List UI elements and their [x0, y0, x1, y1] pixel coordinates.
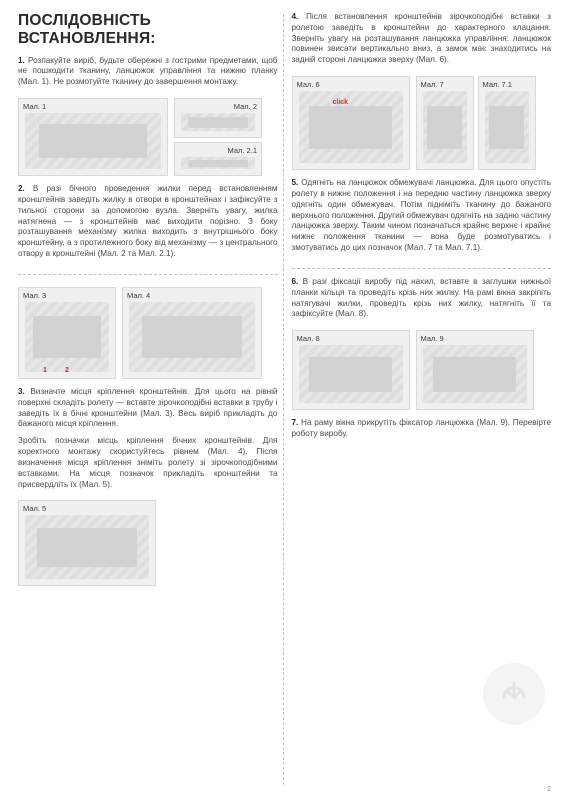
- figure-9: Мал. 9: [416, 330, 534, 410]
- step-1-text: Розпакуйте виріб, будьте обережні з гост…: [18, 56, 278, 87]
- figure-row-3: Мал. 5: [18, 500, 278, 586]
- figure-7-1-illus: [485, 91, 529, 163]
- figure-row-1: Мал. 1 Мал. 2 Мал. 2.1: [18, 98, 278, 176]
- download-arrow-icon: [499, 679, 529, 709]
- figure-2-illus: [181, 113, 255, 131]
- mark-2: 2: [65, 367, 69, 374]
- figure-3: Мал. 3 1 2: [18, 287, 116, 379]
- step-5-text: Одягніть на ланцюжок обмежувачі ланцюжка…: [292, 178, 552, 252]
- click-label: click: [333, 99, 349, 106]
- figure-8-label: Мал. 8: [297, 334, 320, 343]
- figure-1-label: Мал. 1: [23, 102, 46, 111]
- figure-5-label: Мал. 5: [23, 504, 46, 513]
- figure-7-1-label: Мал. 7.1: [483, 80, 512, 89]
- figure-4: Мал. 4: [122, 287, 262, 379]
- step-6-text: В разі фіксації виробу під нахил, вставт…: [292, 277, 552, 318]
- figure-row-2: Мал. 3 1 2 Мал. 4: [18, 287, 278, 379]
- step-1: 1. Розпакуйте виріб, будьте обережні з г…: [18, 56, 278, 88]
- mark-1: 1: [43, 367, 47, 374]
- figure-1-illus: [25, 113, 161, 169]
- figure-7-label: Мал. 7: [421, 80, 444, 89]
- figure-5: Мал. 5: [18, 500, 156, 586]
- figure-4-label: Мал. 4: [127, 291, 150, 300]
- figure-2-label: Мал. 2: [234, 102, 257, 111]
- figure-8: Мал. 8: [292, 330, 410, 410]
- left-column: ПОСЛІДОВНІСТЬ ВСТАНОВЛЕННЯ: 1. Розпакуйт…: [18, 12, 278, 789]
- figure-row-5: Мал. 8 Мал. 9: [292, 330, 552, 410]
- figure-3-label: Мал. 3: [23, 291, 46, 300]
- left-separator: [18, 274, 278, 275]
- figure-7-illus: [423, 91, 467, 163]
- step-3b: Зробіть позначки місць кріплення бічних …: [18, 436, 278, 490]
- figure-2-1-illus: [181, 157, 255, 169]
- figure-2-stack: Мал. 2 Мал. 2.1: [174, 98, 262, 176]
- page-number: 2: [547, 786, 551, 793]
- step-4: 4. Після встановлення кронштейнів зірочк…: [292, 12, 552, 66]
- page-title: ПОСЛІДОВНІСТЬ ВСТАНОВЛЕННЯ:: [18, 12, 278, 48]
- figure-7: Мал. 7: [416, 76, 474, 170]
- column-divider: [283, 14, 284, 785]
- step-2-text: В разі бічного проведення жилки перед вс…: [18, 184, 278, 258]
- figure-6-label: Мал. 6: [297, 80, 320, 89]
- figure-5-illus: [25, 515, 149, 579]
- step-3a-text: Визначте місця кріплення кронштейнів. Дл…: [18, 387, 278, 428]
- figure-9-illus: [423, 345, 527, 403]
- step-6: 6. В разі фіксації виробу під нахил, вст…: [292, 277, 552, 320]
- watermark-icon: [483, 663, 545, 725]
- figure-2-1: Мал. 2.1: [174, 142, 262, 176]
- figure-2-1-label: Мал. 2.1: [228, 146, 257, 155]
- step-3a: 3. Визначте місця кріплення кронштейнів.…: [18, 387, 278, 430]
- step-2: 2. В разі бічного проведення жилки перед…: [18, 184, 278, 260]
- step-3b-text: Зробіть позначки місць кріплення бічних …: [18, 436, 278, 488]
- step-7-text: На раму вікна прикрутіть фіксатор ланцюж…: [292, 418, 552, 438]
- figure-7-1: Мал. 7.1: [478, 76, 536, 170]
- figure-7-pair: Мал. 7 Мал. 7.1: [416, 76, 536, 170]
- figure-8-illus: [299, 345, 403, 403]
- right-separator: [292, 268, 552, 269]
- figure-6-illus: click: [299, 91, 403, 163]
- step-7: 7. На раму вікна прикрутіть фіксатор лан…: [292, 418, 552, 440]
- figure-4-illus: [129, 302, 255, 372]
- figure-3-illus: 1 2: [25, 302, 109, 372]
- step-4-text: Після встановлення кронштейнів зірочкопо…: [292, 12, 552, 64]
- figure-row-4: Мал. 6 click Мал. 7 Мал. 7.1: [292, 76, 552, 170]
- figure-2: Мал. 2: [174, 98, 262, 138]
- step-5: 5. Одягніть на ланцюжок обмежувачі ланцю…: [292, 178, 552, 254]
- figure-9-label: Мал. 9: [421, 334, 444, 343]
- figure-6: Мал. 6 click: [292, 76, 410, 170]
- figure-1: Мал. 1: [18, 98, 168, 176]
